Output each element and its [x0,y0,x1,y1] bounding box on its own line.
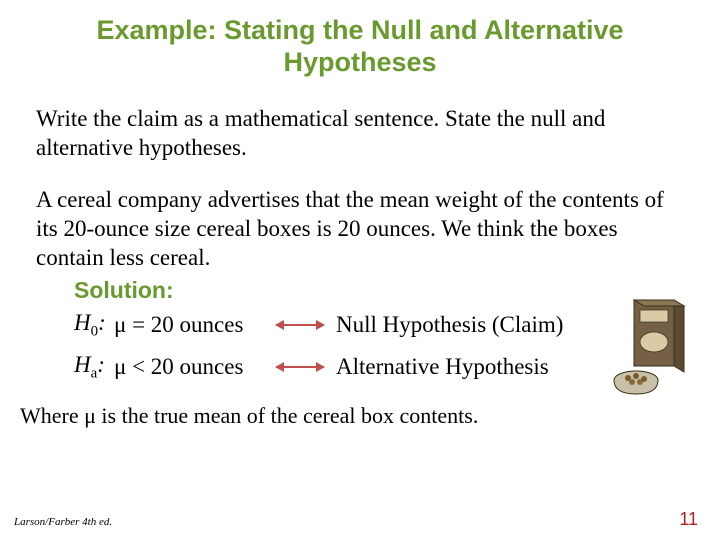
arrow-icon [276,324,324,326]
h0-equation: μ = 20 ounces [114,312,264,338]
arrow-icon [276,366,324,368]
h0-symbol: H0: [74,310,106,341]
ha-equation: μ < 20 ounces [114,354,264,380]
citation: Larson/Farber 4th ed. [14,516,112,528]
cereal-box-and-bowl-icon [612,296,696,401]
problem-statement: A cereal company advertises that the mea… [0,162,720,272]
slide-title: Example: Stating the Null and Alternativ… [0,0,720,87]
ha-description: Alternative Hypothesis [336,354,549,380]
instruction-text: Write the claim as a mathematical senten… [0,87,720,163]
page-number: 11 [679,509,698,530]
ha-symbol: Ha: [74,352,106,383]
h0-description: Null Hypothesis (Claim) [336,312,563,338]
